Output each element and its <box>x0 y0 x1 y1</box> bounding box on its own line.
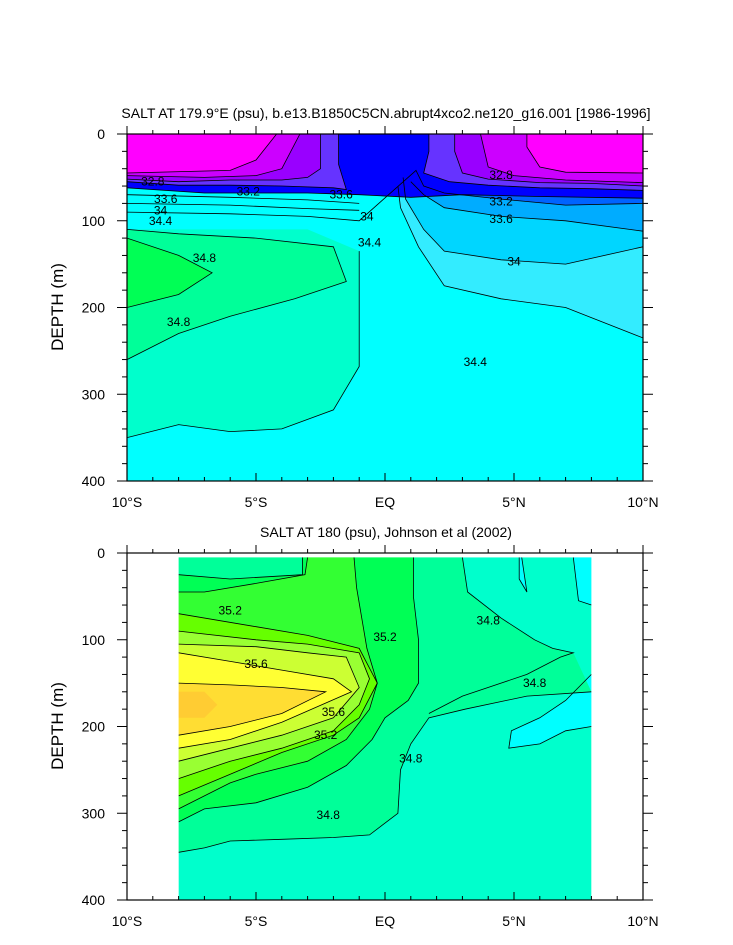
y-tick-label: 100 <box>82 632 106 648</box>
y-tick-label: 400 <box>82 473 106 489</box>
contour-label: 34.8 <box>167 315 191 329</box>
plot-area-top: 32.833.233.63434.433.63434.432.833.233.6… <box>127 134 643 481</box>
contour-line <box>127 134 277 174</box>
contour-label: 34.4 <box>358 235 382 249</box>
no-data-region <box>591 553 643 900</box>
contour-label: 34.8 <box>399 752 423 766</box>
x-tick-label: EQ <box>375 494 395 510</box>
contour-line <box>127 194 360 204</box>
contour-label: 33.2 <box>237 184 261 198</box>
panel-top: SALT AT 179.9°E (psu), b.e13.B1850C5CN.a… <box>48 105 659 510</box>
no-data-region <box>127 553 179 900</box>
y-tick-label: 200 <box>82 719 106 735</box>
contour-line <box>178 557 303 580</box>
contour-line <box>178 613 378 797</box>
contour-line <box>518 557 528 593</box>
x-tick-label: 10°S <box>112 494 143 510</box>
title-top: SALT AT 179.9°E (psu), b.e13.B1850C5CN.a… <box>121 105 650 121</box>
contour-band <box>127 134 277 173</box>
ylabel-bottom: DEPTH (m) <box>48 682 67 770</box>
contour-band <box>178 691 218 718</box>
contour-label: 34.4 <box>464 355 488 369</box>
y-tick-label: 100 <box>82 213 106 229</box>
contour-line <box>127 134 321 183</box>
contour-label: 33.6 <box>489 212 513 226</box>
y-tick-label: 300 <box>82 386 106 402</box>
contour-line <box>127 237 213 308</box>
contour-label: 34 <box>507 255 521 269</box>
contour-label: 33.6 <box>329 188 353 202</box>
axis-ticks-top: 10°S 5°S EQ 5°N 10°N 0 100 200 300 400 <box>82 126 659 510</box>
y-tick-label: 200 <box>82 300 106 316</box>
y-tick-label: 0 <box>97 545 105 561</box>
contour-line <box>127 187 643 199</box>
x-tick-label: 10°N <box>627 494 658 510</box>
contour-label: 34.8 <box>193 251 217 265</box>
y-tick-label: 0 <box>97 126 105 142</box>
contour-line <box>480 134 643 183</box>
contour-label: 32.8 <box>489 168 513 182</box>
contour-line <box>127 169 643 222</box>
contour-line <box>127 203 360 211</box>
contour-line <box>178 557 419 823</box>
panel-bottom: SALT AT 180 (psu), Johnson et al (2002) … <box>48 524 659 929</box>
contour-line <box>402 177 643 265</box>
contour-line <box>178 682 328 736</box>
contour-line <box>127 251 360 438</box>
contour-label: 34.8 <box>317 808 341 822</box>
contour-label: 35.6 <box>322 705 346 719</box>
contour-band <box>127 238 213 308</box>
contour-label: 35.2 <box>373 630 397 644</box>
x-tick-label: 5°N <box>502 913 526 929</box>
contour-line <box>178 691 592 853</box>
x-tick-label: 5°N <box>502 494 526 510</box>
y-tick-label: 300 <box>82 805 106 821</box>
contour-line <box>454 134 643 187</box>
contour-line <box>127 134 347 190</box>
contour-line <box>178 643 360 762</box>
title-bottom: SALT AT 180 (psu), Johnson et al (2002) <box>260 524 512 540</box>
x-tick-label: 10°N <box>627 913 658 929</box>
plot-area-bottom: 35.2 35.6 35.6 35.2 35.2 34.8 34.8 34.8 34.8 <box>127 553 643 900</box>
contour-label: 35.6 <box>244 657 268 671</box>
contour-label: 33.6 <box>154 192 178 206</box>
contour-line <box>526 134 643 174</box>
contour-band <box>526 134 643 173</box>
contour-line <box>508 674 592 749</box>
contour-label: 34.8 <box>523 676 547 690</box>
y-tick-label: 400 <box>82 892 106 908</box>
ylabel-top: DEPTH (m) <box>48 263 67 351</box>
x-tick-label: EQ <box>375 913 395 929</box>
contour-line <box>572 557 592 606</box>
no-data-region <box>127 553 643 558</box>
contour-line <box>178 652 353 749</box>
contour-line <box>178 557 378 810</box>
contour-label: 35.2 <box>219 603 243 617</box>
contour-label: 33.2 <box>489 195 513 209</box>
contour-line <box>127 229 347 360</box>
contour-line <box>178 630 370 779</box>
x-tick-label: 5°S <box>245 913 268 929</box>
contour-band <box>519 557 527 592</box>
contour-line <box>178 557 308 593</box>
contour-label: 34.4 <box>149 214 173 228</box>
contour-line <box>423 134 643 191</box>
contour-label: 32.8 <box>141 175 165 189</box>
contour-line <box>397 185 643 339</box>
contour-label: 34 <box>360 209 374 223</box>
contour-line <box>428 557 575 714</box>
contour-label: 34 <box>154 203 168 217</box>
contour-label: 34.8 <box>477 614 501 628</box>
axis-ticks-bottom: 10°S 5°S EQ 5°N 10°N 0 100 200 300 400 <box>82 545 659 929</box>
x-tick-label: 5°S <box>245 494 268 510</box>
contour-band <box>178 683 326 736</box>
contour-line <box>410 181 643 232</box>
contour-label: 35.2 <box>314 728 338 742</box>
x-tick-label: 10°S <box>112 913 143 929</box>
contour-line <box>127 134 301 178</box>
